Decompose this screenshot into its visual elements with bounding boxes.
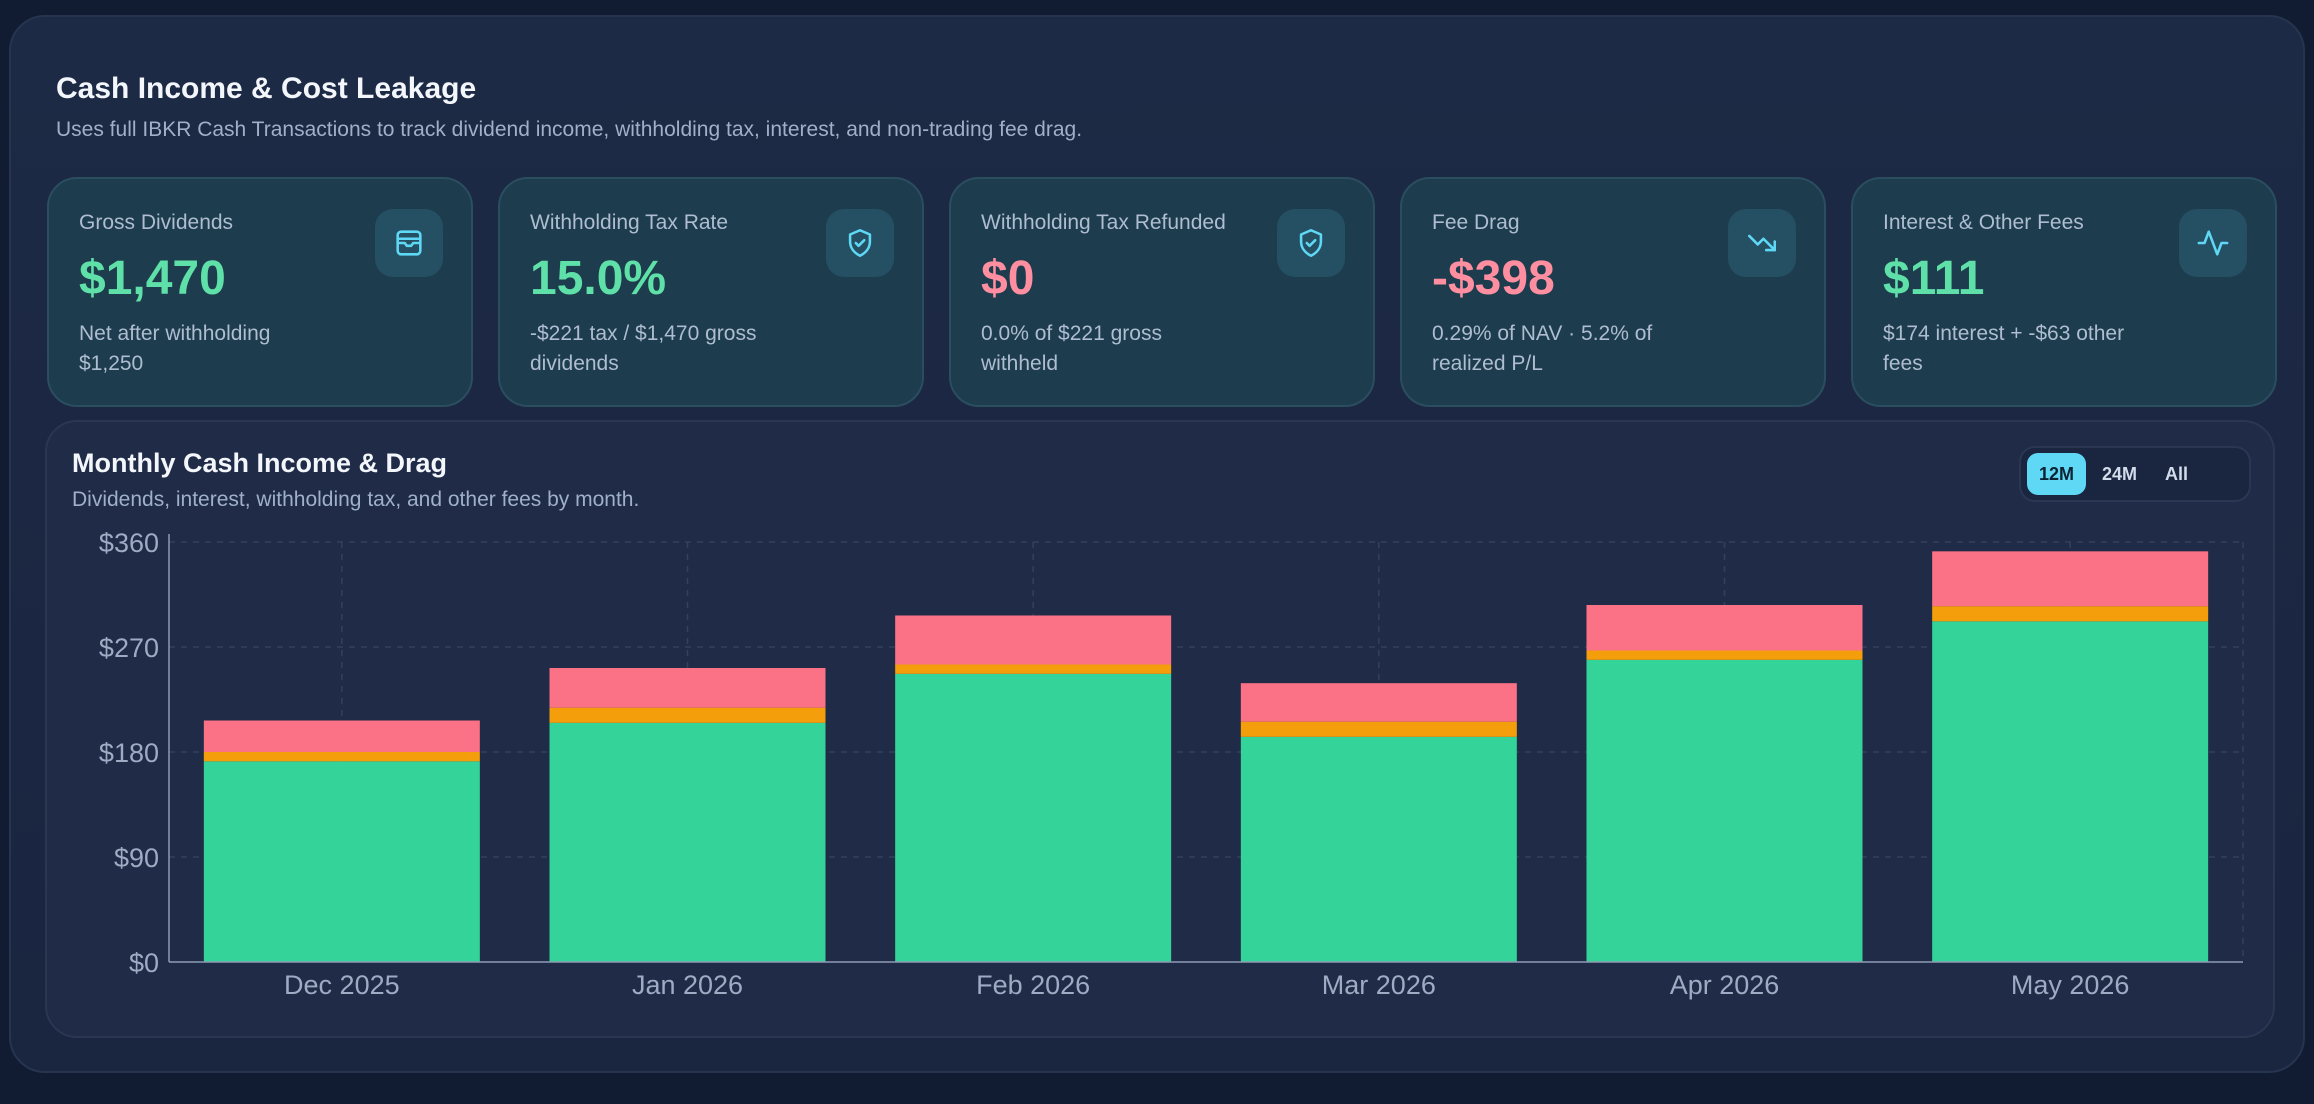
range-all-button[interactable]: All <box>2153 453 2200 495</box>
wallet-icon <box>375 209 443 277</box>
bar-chart: $0 $90 $180 $270 $360 Dec 2025 Jan 2026 Feb 202… <box>99 528 2244 1000</box>
bar-segment-1 <box>1932 606 2209 622</box>
card-note: 0.29% of NAV · 5.2% of realized P/L <box>1432 322 1653 375</box>
page-subtitle: Uses full IBKR Cash Transactions to trac… <box>56 118 1083 141</box>
bar-segment-1 <box>549 707 826 723</box>
x-tick-label: Apr 2026 <box>1670 970 1780 1000</box>
y-tick-label: $360 <box>99 528 159 558</box>
y-tick-label: $90 <box>114 843 159 873</box>
card-value: 15.0% <box>530 252 667 305</box>
chart-panel: Monthly Cash Income & Drag Dividends, in… <box>45 420 2275 1038</box>
x-tick-label: May 2026 <box>2011 970 2130 1000</box>
bar-segment-1 <box>203 752 480 762</box>
card-note: 0.0% of $221 gross withheld <box>981 322 1162 375</box>
bar-segment-1 <box>1240 721 1517 737</box>
card-value: $0 <box>981 252 1035 305</box>
card-value: $1,470 <box>79 252 226 305</box>
shield-check-icon <box>826 209 894 277</box>
card-fee-drag: Fee Drag -$398 0.29% of NAV · 5.2% of re… <box>1400 177 1826 407</box>
range-selector: 12M 24M All <box>2019 446 2251 502</box>
card-withholding-tax-rate: Withholding Tax Rate 15.0% -$221 tax / $… <box>498 177 924 407</box>
trending-down-icon <box>1728 209 1796 277</box>
card-value: $111 <box>1883 252 1985 305</box>
range-12m-button[interactable]: 12M <box>2027 453 2087 495</box>
card-interest-other-fees: Interest & Other Fees $111 $174 interest… <box>1851 177 2277 407</box>
card-label: Fee Drag <box>1432 211 1520 234</box>
card-label: Withholding Tax Rate <box>530 211 729 234</box>
x-tick-label: Jan 2026 <box>632 970 743 1000</box>
bar-segment-2 <box>1932 551 2209 607</box>
bar-segment-0 <box>1932 621 2209 962</box>
page-title: Cash Income & Cost Leakage <box>56 72 477 105</box>
activity-icon <box>2179 209 2247 277</box>
bar-segment-2 <box>549 668 826 708</box>
bar-segment-0 <box>895 673 1172 962</box>
bar-segment-0 <box>549 722 826 962</box>
bar-segment-2 <box>203 720 480 752</box>
bar-segment-2 <box>895 615 1172 665</box>
card-label: Withholding Tax Refunded <box>981 211 1226 234</box>
range-24m-button[interactable]: 24M <box>2090 453 2149 495</box>
y-tick-label: $270 <box>99 633 159 663</box>
x-tick-label: Mar 2026 <box>1322 970 1436 1000</box>
card-gross-dividends: Gross Dividends $1,470 Net after withhol… <box>47 177 473 407</box>
bar-segment-0 <box>203 761 480 962</box>
card-note: Net after withholding $1,250 <box>79 322 271 375</box>
x-tick-label: Feb 2026 <box>976 970 1090 1000</box>
x-tick-label: Dec 2025 <box>284 970 400 1000</box>
card-label: Gross Dividends <box>79 211 234 234</box>
card-label: Interest & Other Fees <box>1883 211 2084 234</box>
card-withholding-tax-refunded: Withholding Tax Refunded $0 0.0% of $221… <box>949 177 1375 407</box>
shield-check-icon <box>1277 209 1345 277</box>
card-note: -$221 tax / $1,470 gross dividends <box>530 322 757 375</box>
y-tick-label: $180 <box>99 738 159 768</box>
chart-subtitle: Dividends, interest, withholding tax, an… <box>72 488 640 511</box>
bar-segment-1 <box>1586 650 1863 660</box>
y-tick-label: $0 <box>129 948 159 978</box>
bar-segment-0 <box>1586 659 1863 962</box>
bar-segment-2 <box>1240 683 1517 722</box>
bar-segment-1 <box>895 664 1172 674</box>
chart-title: Monthly Cash Income & Drag <box>72 448 448 478</box>
card-value: -$398 <box>1432 252 1555 305</box>
bar-segment-0 <box>1240 736 1517 962</box>
bar-segment-2 <box>1586 605 1863 651</box>
card-note: $174 interest + -$63 other fees <box>1883 322 2125 375</box>
